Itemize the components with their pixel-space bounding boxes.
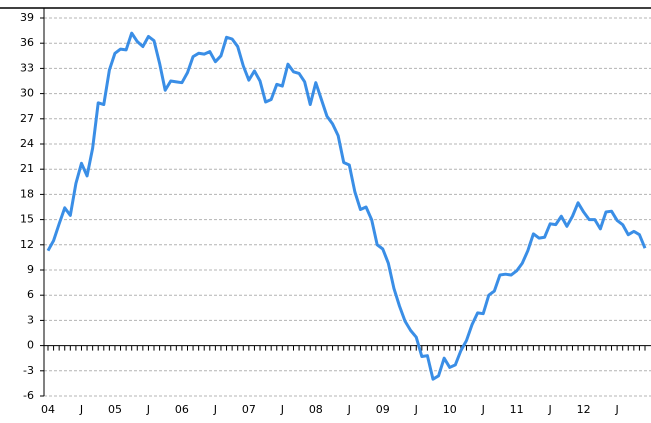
x-tick-label: J bbox=[481, 403, 485, 416]
x-tick-label: J bbox=[414, 403, 418, 416]
x-tick-label: J bbox=[548, 403, 552, 416]
y-tick-label: 0 bbox=[27, 339, 34, 352]
x-tick-label: J bbox=[280, 403, 284, 416]
y-tick-label: 27 bbox=[20, 112, 34, 125]
y-tick-label: -3 bbox=[23, 364, 34, 377]
data-line bbox=[46, 31, 647, 381]
x-tick-label: 12 bbox=[577, 403, 591, 416]
x-tick-label: 08 bbox=[309, 403, 323, 416]
y-tick-label: 33 bbox=[20, 61, 34, 74]
x-tick-label: 04 bbox=[41, 403, 55, 416]
x-tick-label: 05 bbox=[108, 403, 122, 416]
y-tick-label: 12 bbox=[20, 238, 34, 251]
x-tick-label: 07 bbox=[242, 403, 256, 416]
x-tick-label: J bbox=[213, 403, 217, 416]
y-tick-label: 21 bbox=[20, 162, 34, 175]
y-tick-label: 30 bbox=[20, 87, 34, 100]
y-tick-label: 3 bbox=[27, 313, 34, 326]
y-tick-label: 9 bbox=[27, 263, 34, 276]
y-tick-label: 18 bbox=[20, 187, 34, 200]
y-tick-label: 6 bbox=[27, 288, 34, 301]
x-tick-label: 09 bbox=[376, 403, 390, 416]
x-tick-label: J bbox=[347, 403, 351, 416]
y-tick-label: 24 bbox=[20, 137, 34, 150]
x-tick-label: 10 bbox=[443, 403, 457, 416]
y-tick-label: 39 bbox=[20, 11, 34, 24]
y-tick-label: 36 bbox=[20, 36, 34, 49]
x-tick-label: J bbox=[614, 403, 618, 416]
x-tick-label: 11 bbox=[510, 403, 524, 416]
y-tick-label: 15 bbox=[20, 213, 34, 226]
x-tick-label: J bbox=[146, 403, 150, 416]
y-tick-label: -6 bbox=[23, 389, 34, 402]
x-tick-label: J bbox=[79, 403, 83, 416]
x-tick-label: 06 bbox=[175, 403, 189, 416]
